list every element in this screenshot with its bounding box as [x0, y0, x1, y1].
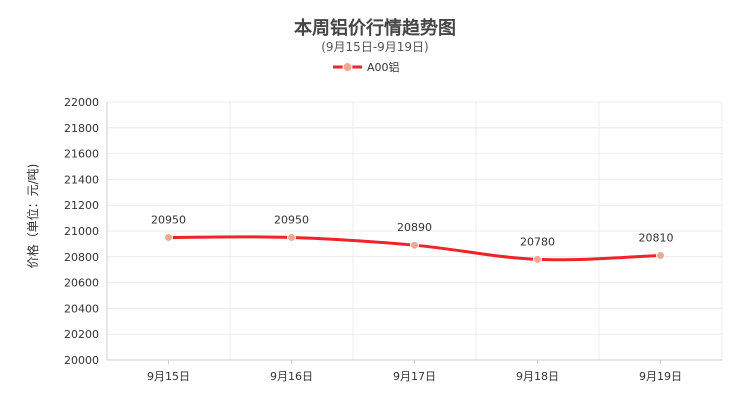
- chart-subtitle: (9月15日-9月19日): [321, 40, 429, 54]
- y-tick-label: 21800: [64, 122, 99, 135]
- y-tick-label: 20600: [64, 277, 99, 290]
- data-point: [533, 254, 542, 264]
- chart-title: 本周铝价行情趋势图: [294, 18, 456, 39]
- data-point: [410, 240, 419, 250]
- data-labels: 20950 20950 20890 20780 20810: [151, 213, 674, 248]
- legend-label-a00: A00铝: [367, 60, 400, 74]
- x-tick-label: 9月15日: [147, 370, 190, 383]
- x-tick-label: 9月17日: [393, 370, 436, 383]
- data-label: 20950: [274, 213, 309, 226]
- legend-point-swatch: [342, 62, 353, 72]
- y-tick-label: 22000: [64, 96, 99, 109]
- data-label: 20950: [151, 213, 186, 226]
- x-tick-label: 9月19日: [639, 370, 682, 383]
- data-label: 20780: [520, 235, 555, 248]
- y-tick-label: 21400: [64, 173, 99, 186]
- x-tick-labels: 9月15日 9月16日 9月17日 9月18日 9月19日: [147, 370, 682, 383]
- legend[interactable]: A00铝: [333, 60, 400, 74]
- data-label: 20810: [639, 232, 674, 245]
- y-tick-label: 20000: [64, 354, 99, 367]
- data-point: [287, 232, 296, 242]
- y-tick-labels: 20000 20200 20400 20600 20800 21000 21200 21400…: [64, 96, 99, 367]
- y-tick-label: 20200: [64, 328, 99, 341]
- y-tick-label: 21000: [64, 225, 99, 238]
- y-tick-label: 21600: [64, 148, 99, 161]
- series-layer: [164, 232, 665, 264]
- x-tick-label: 9月16日: [270, 370, 313, 383]
- axes: [106, 102, 722, 364]
- y-axis-title: 价格（单位：元/吨): [25, 164, 40, 269]
- x-tick-label: 9月18日: [516, 370, 559, 383]
- y-tick-label: 20800: [64, 251, 99, 264]
- data-point: [164, 232, 173, 242]
- y-tick-label: 21200: [64, 199, 99, 212]
- data-label: 20890: [397, 221, 432, 234]
- y-tick-label: 20400: [64, 302, 99, 315]
- data-point: [656, 251, 665, 261]
